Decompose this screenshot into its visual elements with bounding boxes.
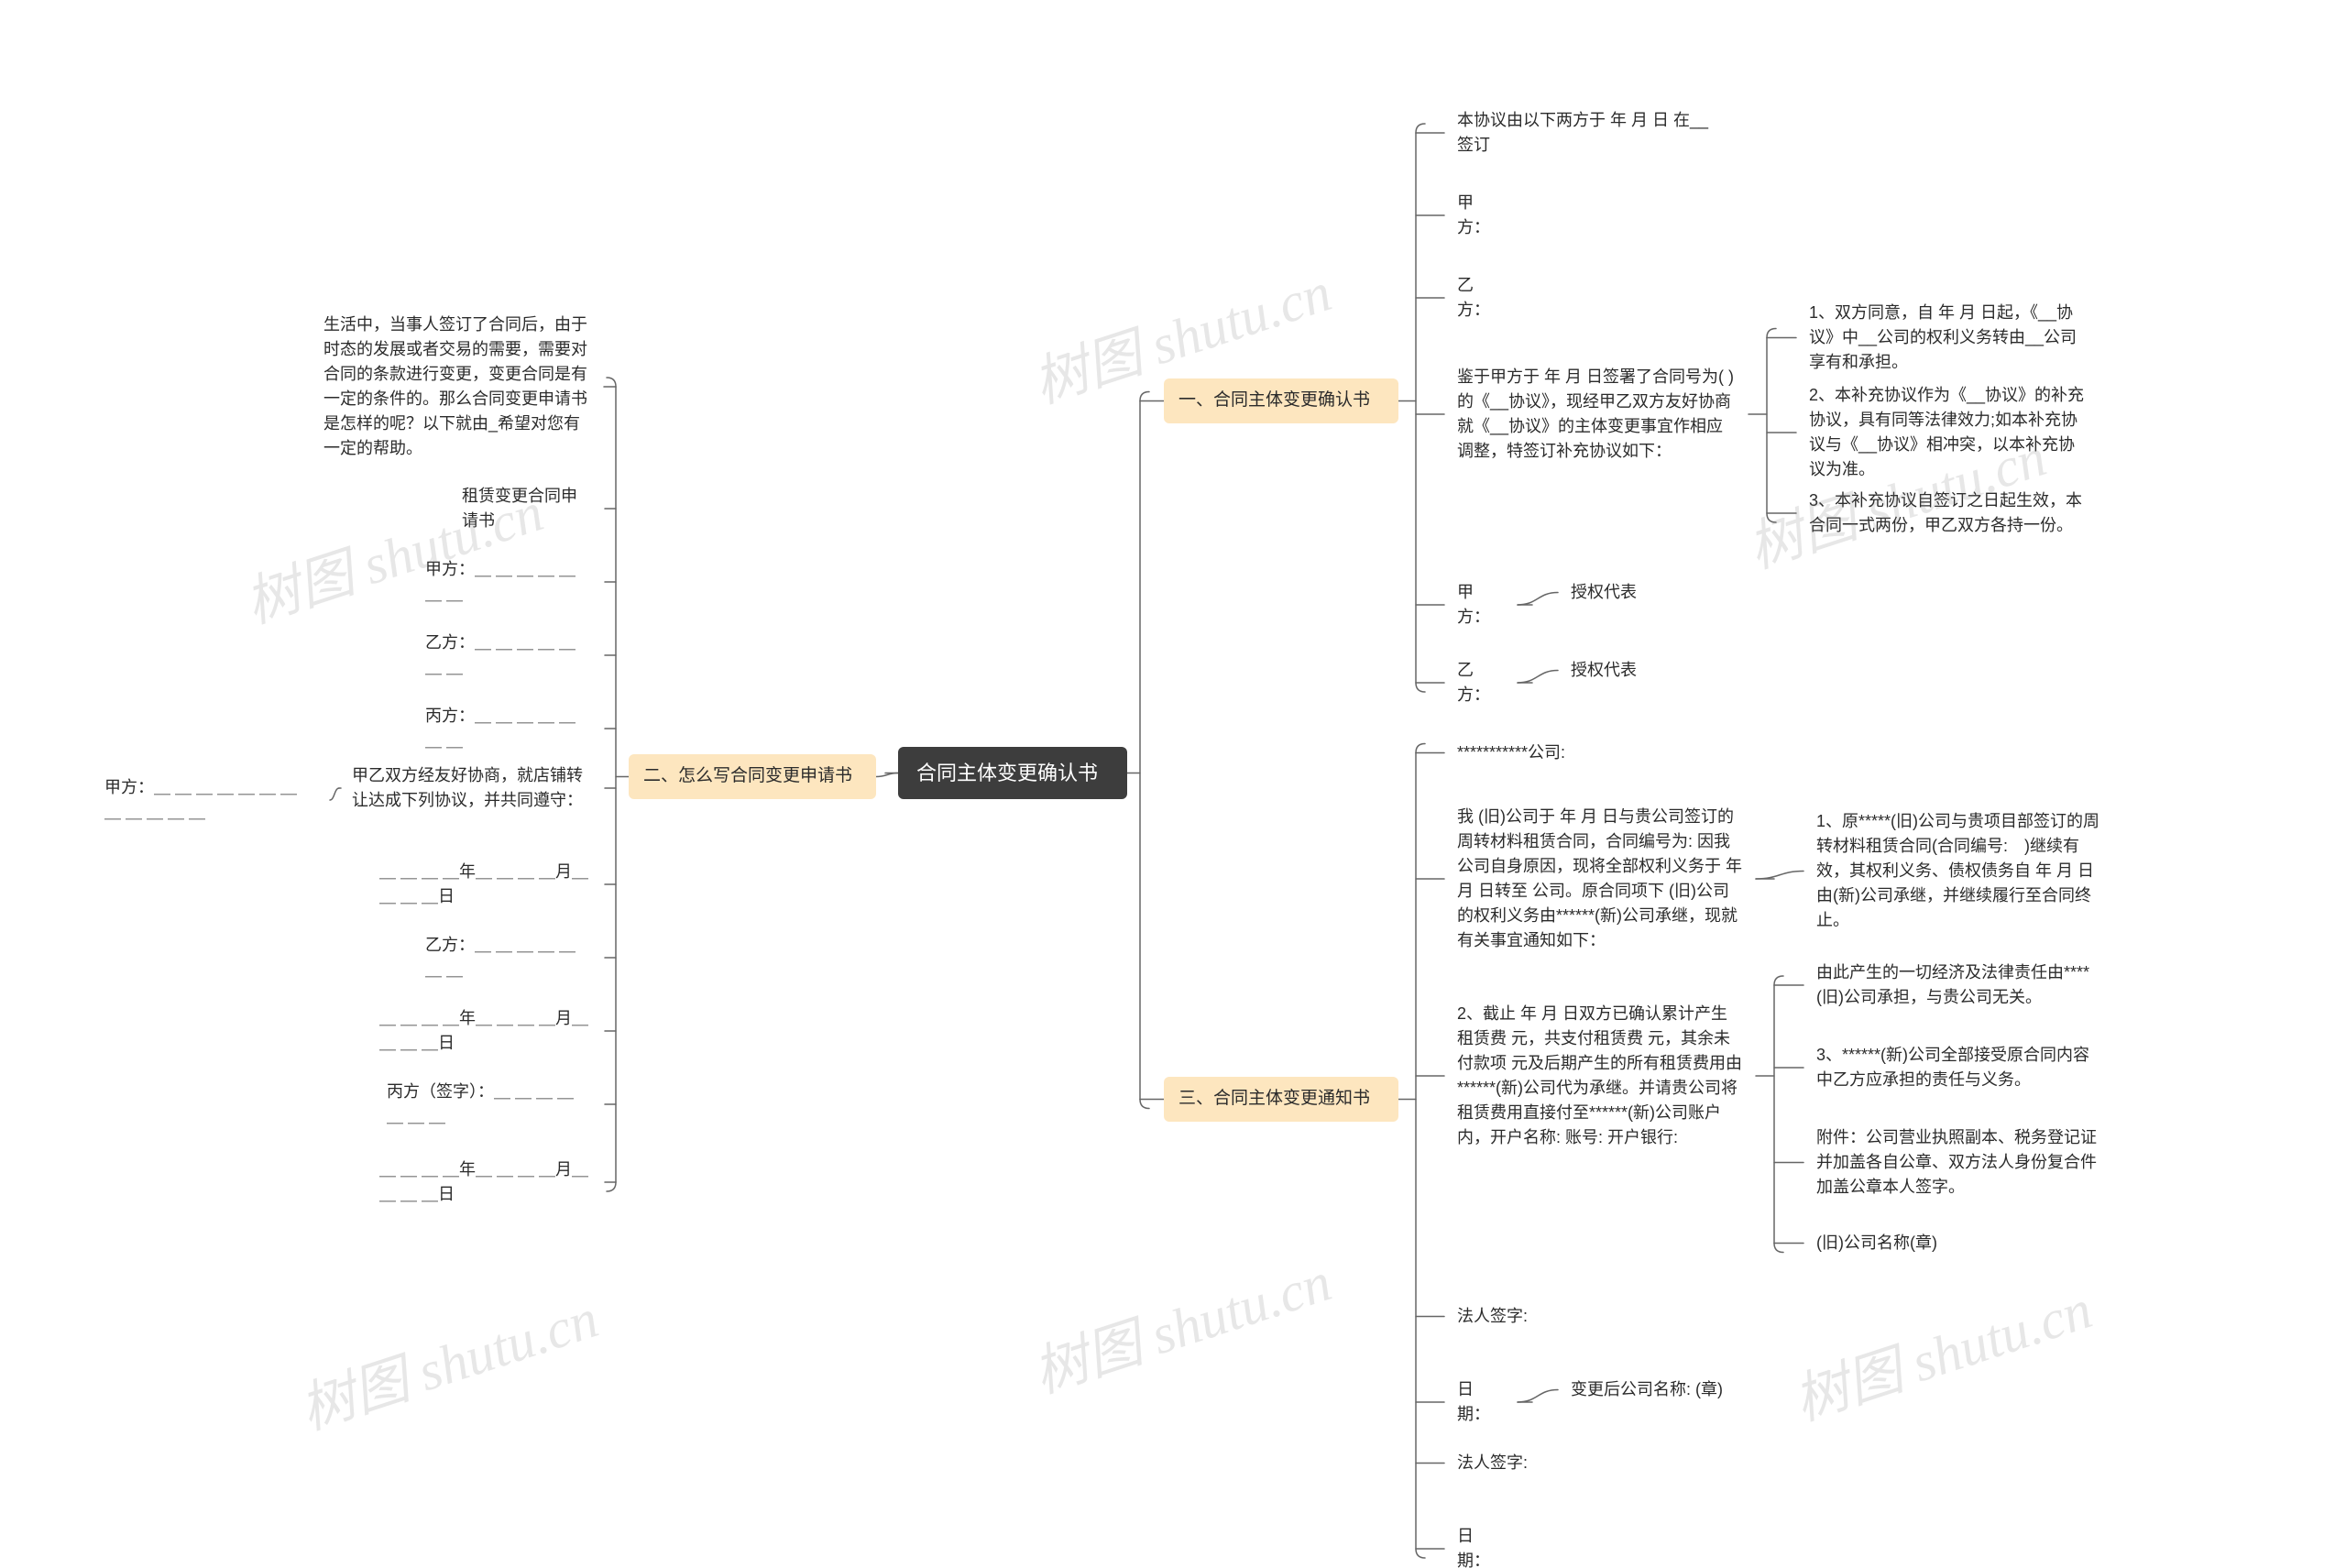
watermark: 树图 shutu.cn <box>289 1274 607 1445</box>
node-C[interactable]: 三、合同主体变更通知书 <box>1164 1077 1398 1122</box>
node-A1[interactable]: 本协议由以下两方于 年 月 日 在__签订 <box>1444 101 1738 165</box>
node-B3[interactable]: 甲方：＿ ＿ ＿ ＿ ＿ ＿ ＿ <box>412 550 605 614</box>
watermark: 树图 shutu.cn <box>1782 1265 2100 1436</box>
watermark: 树图 shutu.cn <box>1022 1237 1340 1409</box>
node-A5[interactable]: 甲方： <box>1444 573 1518 637</box>
node-C3b[interactable]: 3、******(新)公司全部接受原合同内容中乙方应承担的责任与义务。 <box>1803 1036 2115 1100</box>
node-A4c[interactable]: 3、本补充协议自签订之日起生效，本合同一式两份，甲乙双方各持一份。 <box>1796 481 2104 545</box>
node-A4[interactable]: 鉴于甲方于 年 月 日签署了合同号为( )的《__协议》，现经甲乙双方友好协商就… <box>1444 357 1749 471</box>
mindmap-canvas: 合同主体变更确认书二、怎么写合同变更申请书 生活中，当事人签订了合同后，由于时态的… <box>0 0 2346 1568</box>
node-C3c[interactable]: 附件：公司营业执照副本、税务登记证并加盖各自公章、双方法人身份复合件加盖公章本人… <box>1803 1118 2115 1207</box>
node-A2[interactable]: 甲方： <box>1444 183 1518 247</box>
node-A3[interactable]: 乙方： <box>1444 266 1518 330</box>
node-B1[interactable]: 生活中，当事人签订了合同后，由于时态的发展或者交易的需要，需要对合同的条款进行变… <box>311 305 604 468</box>
node-C3[interactable]: 2、截止 年 月 日双方已确认累计产生租赁费 元，共支付租赁费 元，其余未付款项… <box>1444 994 1756 1157</box>
node-C4[interactable]: 法人签字: <box>1444 1297 1554 1336</box>
node-A6[interactable]: 乙方： <box>1444 651 1518 715</box>
node-C7[interactable]: 日期： <box>1444 1517 1518 1568</box>
node-A4b[interactable]: 2、本补充协议作为《__协议》的补充协议，具有同等法律效力;如本补充协议与《__… <box>1796 376 2104 489</box>
node-B[interactable]: 二、怎么写合同变更申请书 <box>629 754 876 799</box>
node-C6[interactable]: 法人签字: <box>1444 1443 1554 1483</box>
node-C3a[interactable]: 由此产生的一切经济及法律责任由****(旧)公司承担，与贵公司无关。 <box>1803 953 2115 1017</box>
node-A6a[interactable]: 授权代表 <box>1558 651 1650 690</box>
node-root[interactable]: 合同主体变更确认书 <box>898 747 1127 799</box>
node-B10[interactable]: 丙方（签字）：＿ ＿ ＿ ＿ ＿ ＿ ＿ <box>374 1072 605 1136</box>
node-C3d[interactable]: (旧)公司名称(章) <box>1803 1223 1987 1263</box>
node-C2[interactable]: 我 (旧)公司于 年 月 日与贵公司签订的周转材料租赁合同，合同编号为: 因我公… <box>1444 797 1756 960</box>
node-B6a[interactable]: 甲方：＿ ＿ ＿ ＿ ＿ ＿ ＿ ＿ ＿ ＿ ＿ ＿ <box>92 768 330 832</box>
node-B8[interactable]: 乙方：＿ ＿ ＿ ＿ ＿ ＿ ＿ <box>412 926 605 990</box>
node-B6[interactable]: 甲乙双方经友好协商，就店铺转让达成下列协议，并共同遵守： <box>339 756 605 820</box>
node-B5[interactable]: 丙方：＿ ＿ ＿ ＿ ＿ ＿ ＿ <box>412 696 605 761</box>
node-B9[interactable]: ＿ ＿ ＿ ＿年＿ ＿ ＿ ＿月＿ ＿ ＿ ＿日 <box>367 999 605 1063</box>
node-A[interactable]: 一、合同主体变更确认书 <box>1164 378 1398 423</box>
node-C5a[interactable]: 变更后公司名称: (章) <box>1558 1370 1760 1409</box>
node-C2a[interactable]: 1、原*****(旧)公司与贵项目部签订的周转材料租赁合同(合同编号: )继续有… <box>1803 802 2115 940</box>
node-C1[interactable]: ***********公司: <box>1444 733 1609 773</box>
node-C5[interactable]: 日期： <box>1444 1370 1518 1434</box>
node-B7[interactable]: ＿ ＿ ＿ ＿年＿ ＿ ＿ ＿月＿ ＿ ＿ ＿日 <box>367 852 605 916</box>
node-A4a[interactable]: 1、双方同意，自 年 月 日起，《__协议》中__公司的权利义务转由__公司享有… <box>1796 293 2104 382</box>
node-B11[interactable]: ＿ ＿ ＿ ＿年＿ ＿ ＿ ＿月＿ ＿ ＿ ＿日 <box>367 1150 605 1214</box>
node-B4[interactable]: 乙方：＿ ＿ ＿ ＿ ＿ ＿ ＿ <box>412 623 605 687</box>
node-A5a[interactable]: 授权代表 <box>1558 573 1650 612</box>
node-B2[interactable]: 租赁变更合同申请书 <box>449 477 605 541</box>
